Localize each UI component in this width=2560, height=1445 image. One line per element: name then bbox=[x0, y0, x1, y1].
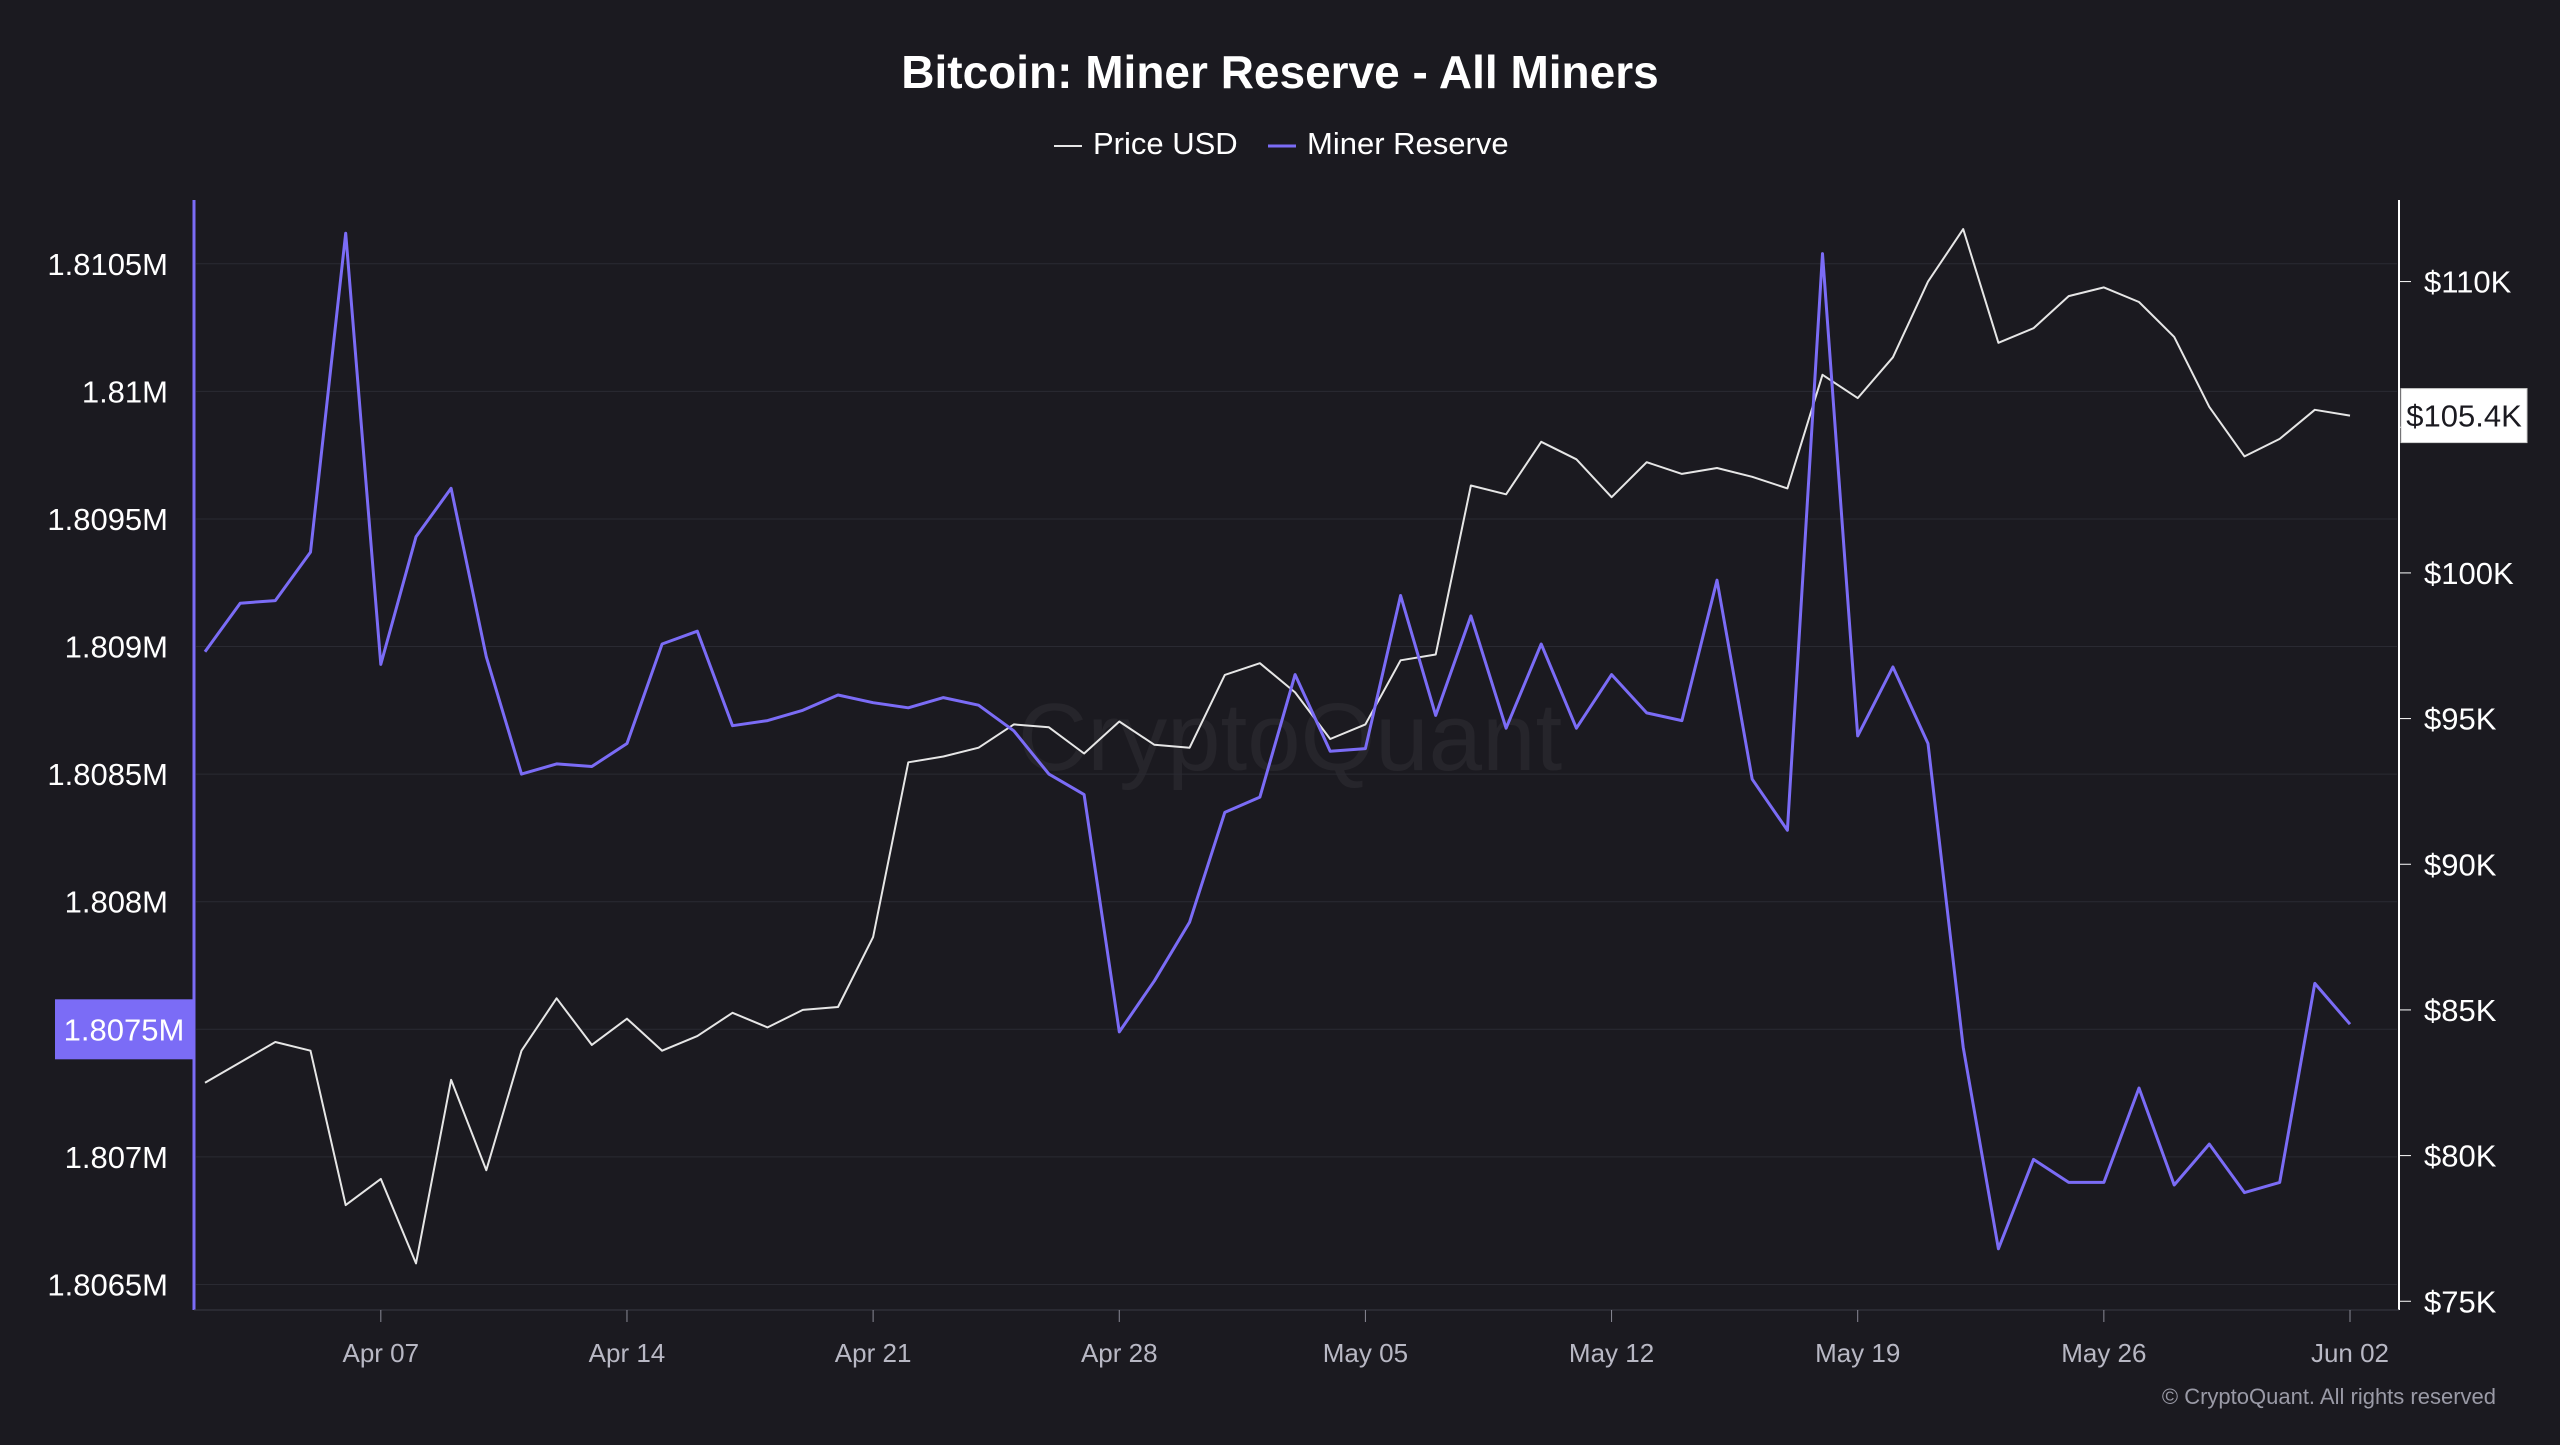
x-tick-label: Apr 28 bbox=[1081, 1338, 1158, 1368]
gridlines bbox=[196, 263, 2397, 1285]
left-current-value-box bbox=[55, 999, 193, 1060]
right-tick-label: $75K bbox=[2424, 1284, 2497, 1319]
right-current-value-marker: $105.4K bbox=[2400, 388, 2528, 444]
x-tick-label: Apr 21 bbox=[835, 1338, 912, 1368]
left-tick-label: 1.807M bbox=[65, 1140, 168, 1175]
watermark: CryptoQuant bbox=[1018, 684, 1562, 791]
copyright-text: © CryptoQuant. All rights reserved bbox=[2162, 1384, 2496, 1409]
x-tick-label: Apr 07 bbox=[343, 1338, 420, 1368]
chart-title: Bitcoin: Miner Reserve - All Miners bbox=[901, 46, 1658, 98]
right-tick-label: $80K bbox=[2424, 1139, 2497, 1174]
legend-label-miner-reserve: Miner Reserve bbox=[1307, 126, 1509, 161]
left-current-value-label: 1.8075M bbox=[64, 1012, 185, 1047]
x-tick-label: May 05 bbox=[1323, 1338, 1408, 1368]
left-tick-label: 1.8085M bbox=[47, 757, 168, 792]
right-current-value-label: $105.4K bbox=[2406, 399, 2522, 434]
legend: Price USD Miner Reserve bbox=[1054, 126, 1509, 161]
series-line-price-usd bbox=[204, 228, 2351, 1265]
right-current-value-box bbox=[2400, 388, 2528, 444]
x-tick-label: May 19 bbox=[1815, 1338, 1900, 1368]
right-tick-label: $95K bbox=[2424, 702, 2497, 737]
left-current-value-marker: 1.8075M bbox=[55, 999, 193, 1060]
x-tick-label: Apr 14 bbox=[589, 1338, 666, 1368]
x-axis-ticks: Apr 07 Apr 14 Apr 21 Apr 28 May 05 May 12 May … bbox=[343, 1310, 2389, 1368]
left-tick-label: 1.808M bbox=[65, 885, 168, 920]
series-layer bbox=[203, 228, 2352, 1265]
right-tick-label: $85K bbox=[2424, 993, 2497, 1028]
legend-label-price: Price USD bbox=[1093, 126, 1238, 161]
left-tick-label: 1.8065M bbox=[47, 1267, 168, 1302]
x-tick-label: May 12 bbox=[1569, 1338, 1654, 1368]
left-axis-ticks: 1.8065M 1.807M 1.808M 1.8085M 1.809M 1.8095M 1… bbox=[47, 247, 168, 1303]
x-tick-label: Jun 02 bbox=[2311, 1338, 2389, 1368]
left-tick-label: 1.81M bbox=[82, 374, 168, 409]
legend-item-miner-reserve[interactable]: Miner Reserve bbox=[1268, 126, 1509, 161]
left-tick-label: 1.8105M bbox=[47, 247, 168, 282]
left-tick-label: 1.8095M bbox=[47, 502, 168, 537]
right-tick-label: $90K bbox=[2424, 847, 2497, 882]
left-tick-label: 1.809M bbox=[65, 630, 168, 665]
right-tick-label: $110K bbox=[2424, 265, 2512, 300]
x-tick-label: May 26 bbox=[2061, 1338, 2146, 1368]
legend-item-price[interactable]: Price USD bbox=[1054, 126, 1238, 161]
series-line-miner-reserve bbox=[203, 231, 2352, 1251]
right-tick-label: $100K bbox=[2424, 556, 2514, 591]
